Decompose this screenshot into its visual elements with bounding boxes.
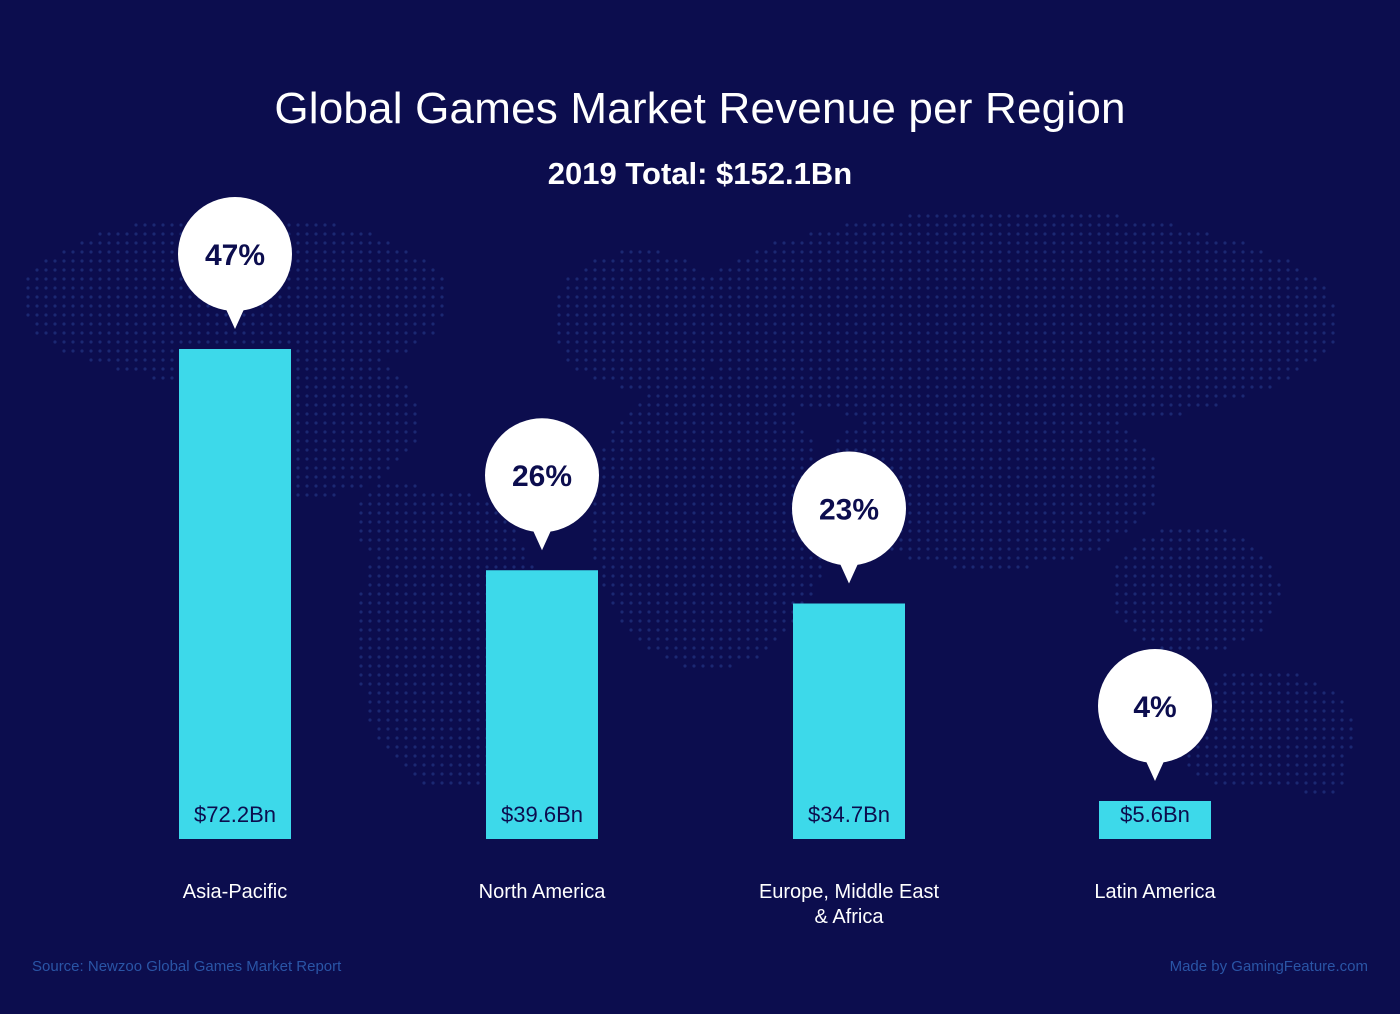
percent-bubble-3: 4% xyxy=(1098,648,1212,781)
percent-label-2: 23% xyxy=(819,494,879,527)
bar-value-label-3: $5.6Bn xyxy=(1120,802,1190,827)
bar-1 xyxy=(486,570,598,839)
category-label-3: Latin America xyxy=(1094,881,1216,903)
category-label-0: Asia-Pacific xyxy=(183,881,287,903)
category-label-1: North America xyxy=(479,881,607,903)
percent-bubble-0: 47% xyxy=(178,197,292,329)
category-label-2: Europe, Middle East & Africa xyxy=(759,881,940,928)
percent-label-3: 4% xyxy=(1133,691,1176,724)
percent-bubble-1: 26% xyxy=(485,418,599,551)
bar-value-label-2: $34.7Bn xyxy=(808,802,890,827)
percent-bubble-2: 23% xyxy=(792,451,906,584)
source-note: Source: Newzoo Global Games Market Repor… xyxy=(32,958,342,975)
bar-value-label-1: $39.6Bn xyxy=(501,802,583,827)
bar-0 xyxy=(179,349,291,839)
chart-subtitle: 2019 Total: $152.1Bn xyxy=(547,156,853,191)
bar-3 xyxy=(1099,800,1211,839)
percent-label-1: 26% xyxy=(512,460,572,493)
bar-2 xyxy=(793,603,905,839)
percent-label-0: 47% xyxy=(205,239,265,272)
chart-title: Global Games Market Revenue per Region xyxy=(274,84,1126,133)
bar-value-label-0: $72.2Bn xyxy=(194,802,276,827)
credit-note: Made by GamingFeature.com xyxy=(1169,958,1368,975)
